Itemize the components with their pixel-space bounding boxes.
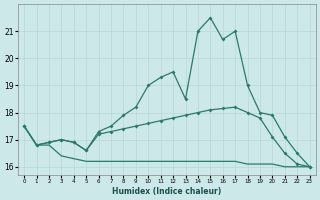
X-axis label: Humidex (Indice chaleur): Humidex (Indice chaleur) [112, 187, 221, 196]
